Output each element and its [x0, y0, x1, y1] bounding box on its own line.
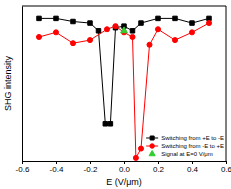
x-tick: 0.0 — [119, 161, 131, 174]
data-point — [70, 41, 75, 46]
data-point — [96, 29, 100, 33]
data-point — [53, 30, 58, 35]
data-point — [108, 122, 112, 126]
chart: -0.6 -0.4 -0.2 0.0 0.2 0.4 0.6 E (V/μm) SHG inte… — [0, 0, 231, 189]
data-point — [71, 19, 75, 23]
x-tick-mark — [56, 161, 57, 164]
y-axis-line — [22, 7, 23, 162]
y-axis-title: SHG intensity — [3, 55, 13, 111]
x-tick: -0.4 — [50, 161, 64, 174]
series — [121, 27, 128, 33]
data-point — [54, 16, 58, 20]
x-tick-mark — [192, 161, 193, 164]
frame-right — [226, 6, 227, 161]
data-point — [113, 24, 118, 29]
data-point — [133, 155, 138, 160]
legend-entry: Signal at E=0 V/μm — [149, 150, 213, 157]
legend-marker — [149, 150, 155, 155]
data-point — [138, 146, 143, 151]
data-point — [156, 16, 160, 20]
x-tick-mark — [90, 161, 91, 164]
series-line — [39, 18, 209, 123]
data-point — [88, 21, 92, 25]
x-tick-label: -0.2 — [84, 165, 98, 174]
x-tick-mark — [124, 161, 125, 164]
x-axis-title: E (V/μm) — [106, 177, 142, 187]
x-tick: -0.2 — [84, 161, 98, 174]
x-tick: 0.6 — [221, 161, 231, 174]
data-point — [189, 30, 194, 35]
data-point — [104, 27, 109, 32]
x-tick-label: 0.6 — [221, 165, 231, 174]
data-point — [121, 27, 128, 33]
data-point — [206, 21, 211, 26]
x-axis: -0.6 -0.4 -0.2 0.0 0.2 0.4 0.6 — [16, 161, 231, 174]
legend-label: Switching from +E to -E — [161, 135, 224, 141]
data-point — [173, 16, 177, 20]
data-point — [36, 34, 41, 39]
x-tick-label: -0.4 — [50, 165, 64, 174]
series — [37, 16, 211, 126]
y-axis — [22, 7, 23, 162]
data-point — [130, 29, 134, 33]
legend-entry: Switching from -E to +E — [146, 143, 224, 149]
x-tick-mark — [226, 161, 227, 164]
data-point — [147, 42, 152, 47]
frame-top — [22, 6, 226, 7]
legend-label: Switching from -E to +E — [161, 143, 224, 149]
data-point — [172, 38, 177, 43]
x-tick-label: 0.4 — [187, 165, 199, 174]
data-point — [207, 16, 211, 20]
x-tick-label: 0.2 — [153, 165, 165, 174]
legend: Switching from +E to -E Switching from -E… — [146, 135, 224, 157]
legend-label: Signal at E=0 V/μm — [161, 151, 213, 157]
legend-entry: Switching from +E to -E — [146, 135, 224, 141]
x-tick-label: 0.0 — [119, 165, 131, 174]
data-point — [139, 21, 143, 25]
data-point — [155, 27, 160, 32]
x-tick-label: -0.6 — [16, 165, 30, 174]
data-point — [130, 34, 135, 39]
data-point — [103, 122, 107, 126]
x-tick: 0.4 — [187, 161, 199, 174]
x-tick-mark — [158, 161, 159, 164]
data-point — [87, 38, 92, 43]
legend-marker — [150, 144, 155, 149]
data-point — [37, 16, 41, 20]
x-tick: -0.6 — [16, 161, 30, 174]
legend-marker — [150, 136, 154, 140]
data-point — [190, 21, 194, 25]
x-tick: 0.2 — [153, 161, 165, 174]
